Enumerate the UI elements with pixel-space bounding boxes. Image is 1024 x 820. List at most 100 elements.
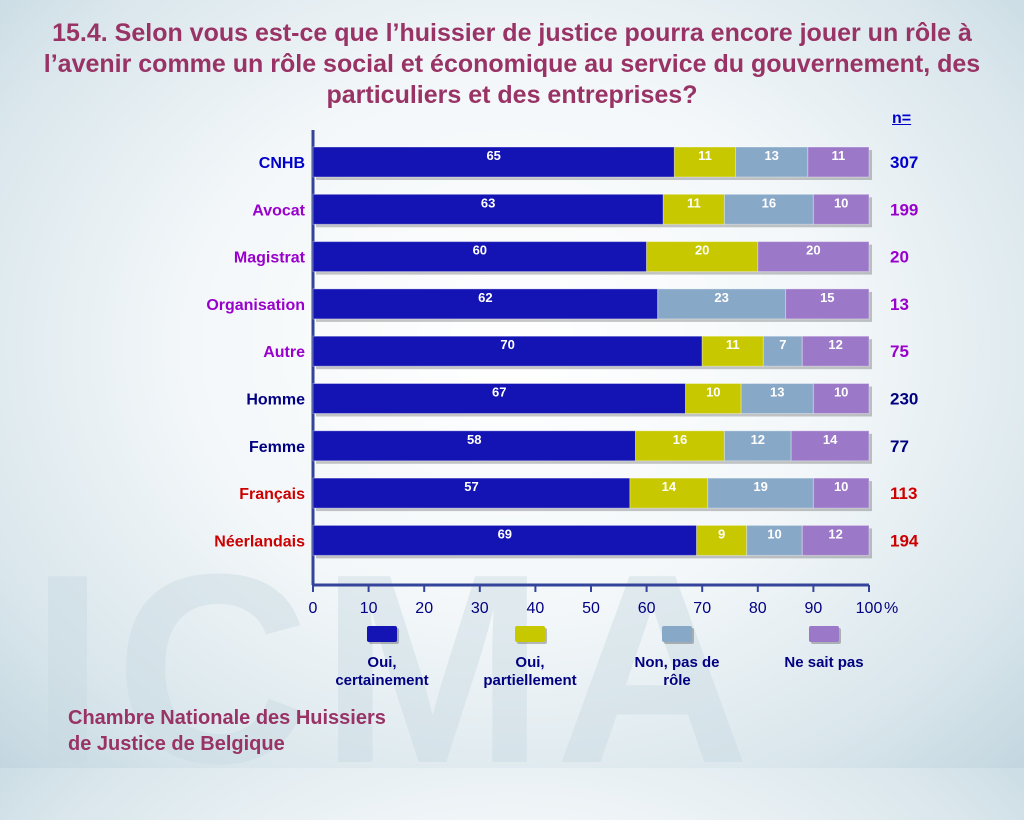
bar-segment (657, 288, 787, 320)
category-label: Avocat (252, 202, 305, 219)
n-value: 77 (890, 437, 909, 456)
bar-value-label: 11 (726, 337, 740, 352)
bar-value-label: 10 (834, 195, 848, 210)
bar-value-label: 7 (779, 337, 786, 352)
bar-value-label: 63 (481, 195, 495, 210)
bar-segment (740, 383, 814, 414)
n-value: 307 (890, 153, 918, 172)
bar-value-label: 11 (832, 148, 846, 163)
n-value: 113 (890, 484, 917, 503)
n-value: 230 (890, 390, 918, 409)
category-label: Néerlandais (214, 533, 305, 550)
bar-value-label: 16 (673, 432, 687, 447)
bar-segment (812, 383, 870, 414)
bar-value-label: 57 (464, 479, 478, 494)
bar-value-label: 14 (823, 432, 838, 447)
bar-segment (646, 241, 759, 273)
legend-swatch-ne-sait-pas (809, 626, 839, 642)
x-unit-label: % (884, 600, 898, 617)
bar-segment (801, 335, 870, 367)
legend-label-non: Non, pas de rôle (634, 654, 720, 689)
bar-value-label: 19 (753, 479, 767, 494)
n-value: 194 (890, 531, 919, 550)
bar-value-label: 58 (467, 432, 481, 447)
x-tick-label: 60 (638, 600, 656, 617)
bar-value-label: 10 (834, 385, 848, 400)
bar-segment (312, 193, 664, 225)
chart-title: 15.4. Selon vous est-ce que l’huissier d… (43, 19, 981, 109)
bar-segment (685, 383, 742, 414)
bar-segment (723, 193, 814, 225)
category-label: Français (239, 486, 305, 503)
n-header: n= (892, 110, 912, 127)
category-label: Autre (263, 344, 305, 361)
bar-value-label: 69 (498, 526, 512, 541)
x-tick-label: 90 (805, 600, 823, 617)
bar-value-label: 9 (718, 526, 725, 541)
bar-segment (312, 383, 687, 414)
bar-value-label: 16 (762, 195, 776, 210)
bar-segment (790, 430, 870, 462)
bar-value-label: 14 (662, 479, 677, 494)
legend-item-non: Non, pas de rôle (607, 626, 747, 690)
bar-segment (662, 193, 725, 225)
n-value: 13 (890, 295, 909, 314)
bar-value-label: 20 (695, 243, 709, 258)
stacked-bar-chart: 0 10 20 30 40 50 60 70 80 90 100 % 65 11 13 11 CNHB 307 63… (206, 130, 919, 617)
bar-segment (757, 241, 870, 273)
bar-value-label: 10 (767, 526, 781, 541)
icma-watermark: ICMA (30, 519, 760, 820)
category-label: Homme (246, 392, 305, 409)
category-label: Magistrat (234, 250, 306, 267)
bar-value-label: 12 (828, 526, 842, 541)
bar-segment (801, 524, 870, 556)
bar-value-label: 65 (486, 148, 500, 163)
category-label: Organisation (206, 297, 305, 314)
n-value: 199 (890, 200, 918, 219)
bar-value-label: 10 (834, 479, 848, 494)
legend-label-oui-partiellement: Oui, partiellement (483, 654, 577, 689)
x-tick-label: 70 (693, 600, 711, 617)
category-label: Femme (249, 439, 305, 456)
bar-value-label: 70 (500, 337, 514, 352)
bar-segment (312, 524, 698, 556)
bar-value-label: 12 (751, 432, 765, 447)
legend-item-ne-sait-pas: Ne sait pas (754, 626, 894, 672)
category-label: CNHB (259, 155, 305, 172)
bar-value-label: 23 (714, 290, 728, 305)
bar-value-label: 60 (473, 243, 487, 258)
bar-value-label: 11 (687, 195, 701, 210)
bar-segment (812, 193, 870, 225)
bar-value-label: 12 (828, 337, 842, 352)
x-tick-label: 30 (471, 600, 489, 617)
bar-segment (629, 477, 709, 509)
bar-segment (785, 288, 870, 320)
bar-segment (707, 477, 814, 509)
bar-segment (735, 146, 809, 178)
x-tick-label: 40 (527, 600, 545, 617)
legend-item-oui-certainement: Oui, certainement (312, 626, 452, 690)
legend-swatch-non (662, 626, 692, 642)
bar-segment (312, 241, 648, 273)
legend-label-oui-certainement: Oui, certainement (335, 654, 429, 689)
legend-swatch-oui-certainement (367, 626, 397, 642)
n-value: 20 (890, 248, 909, 267)
bar-value-label: 20 (806, 243, 820, 258)
bar-segment (701, 335, 764, 367)
x-tick-label: 0 (309, 600, 318, 617)
bar-segment (673, 146, 737, 178)
bar-value-label: 13 (770, 385, 784, 400)
bar-value-label: 15 (820, 290, 834, 305)
bar-segment (312, 335, 703, 367)
footer-organization: Chambre Nationale des Huissiers de Justi… (68, 707, 386, 755)
bar-value-label: 13 (764, 148, 778, 163)
bar-value-label: 10 (706, 385, 720, 400)
legend-label-ne-sait-pas: Ne sait pas (784, 654, 864, 671)
legend-item-oui-partiellement: Oui, partiellement (460, 626, 600, 690)
bar-segment (807, 146, 870, 178)
x-tick-label: 100 (856, 600, 883, 617)
n-value: 75 (890, 342, 909, 361)
bar-segment (746, 524, 803, 556)
x-tick-label: 20 (415, 600, 433, 617)
bar-segment (312, 477, 631, 509)
